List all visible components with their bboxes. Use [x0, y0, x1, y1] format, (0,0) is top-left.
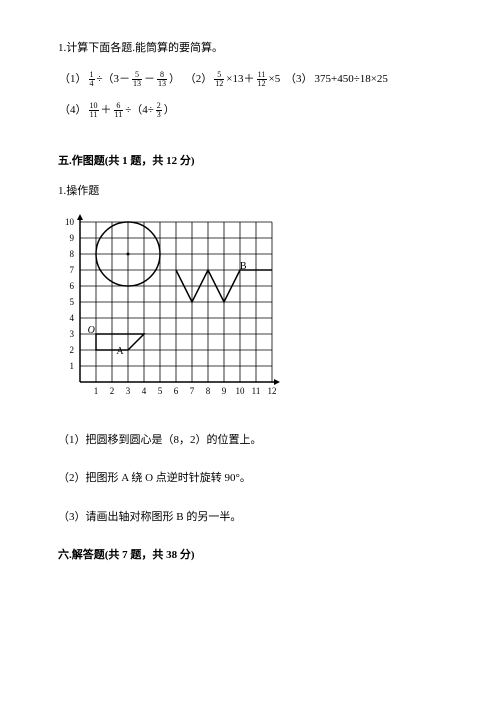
- close: ）: [164, 102, 175, 119]
- q1-item-1: （1） 14 ÷（3－ 513 － 813 ）: [58, 71, 181, 88]
- label: （3）: [285, 71, 313, 88]
- label: （4）: [59, 102, 87, 119]
- op: ×5: [269, 71, 281, 88]
- svg-text:6: 6: [174, 386, 179, 396]
- section5-title: 五.作图题(共 1 题，共 12 分): [58, 153, 442, 170]
- svg-text:A: A: [116, 346, 124, 357]
- subq-3: （3）请画出轴对称图形 B 的另一半。: [58, 509, 442, 526]
- svg-text:1: 1: [70, 361, 75, 371]
- q1-item-2: （2） 512 ×13＋ 1112 ×5: [184, 71, 281, 88]
- svg-text:5: 5: [158, 386, 163, 396]
- plain: 375+450÷18×25: [314, 71, 387, 88]
- frac: 813: [157, 71, 167, 88]
- svg-text:12: 12: [268, 386, 277, 396]
- svg-text:B: B: [240, 261, 247, 272]
- q1-prompt: 1.计算下面各题.能筒算的要简算。: [58, 40, 442, 57]
- svg-text:5: 5: [70, 297, 75, 307]
- frac: 14: [89, 71, 95, 88]
- op: ×13＋: [226, 71, 254, 88]
- svg-text:6: 6: [70, 281, 75, 291]
- op: ÷（3－: [97, 71, 131, 88]
- svg-text:2: 2: [110, 386, 115, 396]
- section6-title: 六.解答题(共 7 题，共 38 分): [58, 547, 442, 564]
- label: （2）: [185, 71, 213, 88]
- op: ÷（4÷: [125, 102, 154, 119]
- svg-text:4: 4: [70, 313, 75, 323]
- frac: 513: [132, 71, 142, 88]
- svg-text:10: 10: [65, 217, 75, 227]
- svg-text:9: 9: [222, 386, 227, 396]
- svg-text:8: 8: [70, 249, 75, 259]
- svg-text:3: 3: [126, 386, 131, 396]
- grid-figure: 12345678910111212345678910ABO: [58, 214, 288, 414]
- svg-text:9: 9: [70, 233, 75, 243]
- subq-1: （1）把圆移到圆心是（8，2）的位置上。: [58, 432, 442, 449]
- frac: 1011: [89, 102, 99, 119]
- svg-text:10: 10: [236, 386, 246, 396]
- frac: 1112: [257, 71, 267, 88]
- op: ＋: [101, 102, 112, 119]
- label: （1）: [59, 71, 87, 88]
- frac: 611: [114, 102, 124, 119]
- frac: 23: [156, 102, 162, 119]
- svg-text:4: 4: [142, 386, 147, 396]
- svg-text:8: 8: [206, 386, 211, 396]
- section5-prompt: 1.操作题: [58, 183, 442, 200]
- svg-text:7: 7: [190, 386, 195, 396]
- svg-text:3: 3: [70, 329, 75, 339]
- subq-2: （2）把图形 A 绕 O 点逆时针旋转 90°。: [58, 470, 442, 487]
- q1-item-4: （4） 1011 ＋ 611 ÷（4÷ 23 ）: [58, 102, 176, 119]
- frac: 512: [214, 71, 224, 88]
- svg-text:O: O: [88, 325, 95, 336]
- svg-text:11: 11: [252, 386, 261, 396]
- svg-text:2: 2: [70, 345, 75, 355]
- svg-text:7: 7: [70, 265, 75, 275]
- svg-text:1: 1: [94, 386, 99, 396]
- q1-item-3: （3） 375+450÷18×25: [284, 71, 389, 88]
- op: －: [144, 71, 155, 88]
- close: ）: [169, 71, 180, 88]
